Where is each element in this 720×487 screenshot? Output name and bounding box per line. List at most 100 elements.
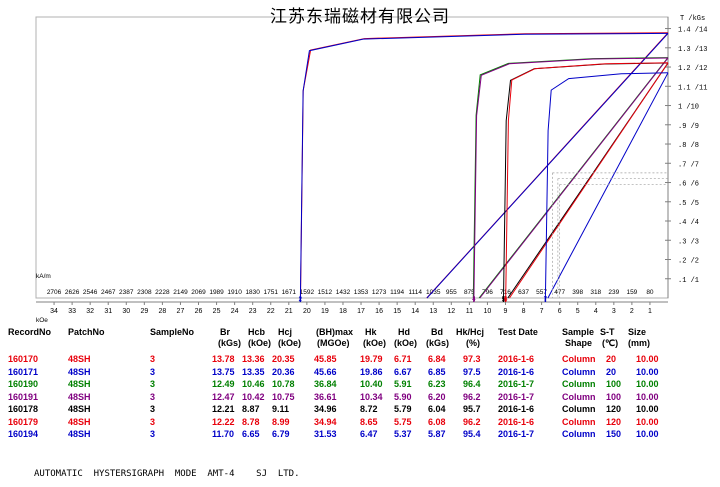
cell-bd: 6.23 (428, 379, 446, 389)
cell-bd: 6.04 (428, 404, 446, 414)
cell-br: 11.70 (212, 429, 235, 439)
cell-hcb: 6.65 (242, 429, 260, 439)
table-row: 160190 48SH 3 12.49 10.46 10.78 36.84 10.40 5.91… (8, 379, 718, 391)
cell-sample: 3 (150, 366, 156, 377)
cell-date: 2016-1-6 (498, 354, 535, 364)
cell-date: 2016-1-7 (498, 391, 535, 402)
x-tick-label-koe: 16 (375, 308, 383, 315)
cell-record: 160194 (8, 429, 39, 439)
cell-size: 10.00 (636, 429, 659, 439)
y-tick-label: .4 /4 (678, 219, 699, 227)
cell-bd: 6.85 (428, 366, 446, 377)
x-tick-label-kam: 1353 (354, 289, 369, 296)
x-tick-label-koe: 33 (68, 308, 76, 315)
table-row: 160194 48SH 3 11.70 6.65 6.79 31.53 6.47 5.37 5.8… (8, 429, 718, 441)
x-tick-label-koe: 27 (177, 308, 185, 315)
cell-shape: Column (562, 354, 596, 364)
x-tick-label-koe: 1 (648, 308, 652, 315)
cell-bd: 6.20 (428, 391, 446, 402)
plot-frame (35, 16, 669, 299)
cell-st: 100 (606, 391, 622, 402)
demagnetization-chart: .1 /1 .2 /2 .3 /3 .4 /4 .5 /5 .6 /6 .7 /7 .8 /8… (35, 15, 707, 324)
y-tick-label: 1.1 /11 (678, 84, 707, 92)
series-b-line (479, 57, 669, 299)
x-tick-label-kam: 1989 (209, 289, 224, 296)
series-curve (472, 57, 669, 299)
cell-hk: 19.79 (360, 354, 383, 364)
cell-hcj: 9.11 (272, 404, 290, 414)
cell-st: 120 (606, 416, 622, 427)
cell-size: 10.00 (636, 366, 659, 377)
x-axis-label-kam: kA/m (36, 273, 51, 280)
x-tick-label-kam: 2228 (155, 289, 170, 296)
cell-hk: 10.34 (360, 391, 383, 402)
cell-hkhcj: 95.7 (463, 404, 481, 414)
table-row: 160178 48SH 3 12.21 8.87 9.11 34.96 8.72 5.79 6.0… (8, 404, 718, 416)
unit-hd: (kOe) (394, 338, 418, 348)
cell-shape: Column (562, 429, 596, 439)
x-tick-label-koe: 25 (213, 308, 221, 315)
x-tick-label-kam: 1671 (282, 289, 297, 296)
table-row: 160191 48SH 3 12.47 10.42 10.75 36.61 10.34 5.90… (8, 392, 718, 404)
x-tick-label-kam: 955 (446, 289, 457, 296)
cell-sample: 3 (150, 379, 156, 389)
cell-st: 20 (606, 366, 617, 377)
x-tick-label-koe: 32 (86, 308, 94, 315)
x-tick-label-kam: 398 (572, 289, 583, 296)
cell-size: 10.00 (636, 354, 659, 364)
unit-hcb: (kOe) (248, 338, 272, 348)
x-tick-label-koe: 11 (466, 308, 473, 315)
x-tick-label-kam: 239 (608, 289, 619, 296)
cell-hk: 6.47 (360, 429, 378, 439)
cell-date: 2016-1-6 (498, 404, 535, 414)
cell-patch: 48SH (68, 429, 91, 439)
cell-size: 10.00 (636, 416, 659, 427)
x-tick-label-kam: 2069 (191, 289, 206, 296)
x-tick-label-koe: 17 (357, 308, 365, 315)
cell-hk: 19.86 (360, 366, 383, 377)
cell-bh: 34.94 (314, 416, 337, 427)
header-bd: Bd (431, 327, 443, 337)
footer-text: AUTOMATIC HYSTERSIGRAPH MODE AMT-4 SJ LT… (34, 469, 300, 479)
cell-hd: 5.79 (394, 404, 412, 414)
unit-size: (mm) (628, 338, 650, 348)
cell-bh: 31.53 (314, 429, 337, 439)
series-curve (473, 57, 669, 299)
x-tick-label-kam: 1512 (318, 289, 333, 296)
header-hk: Hk (365, 327, 377, 337)
cell-shape: Column (562, 416, 596, 427)
header-st: S-T (600, 327, 615, 337)
header-hd: Hd (398, 327, 410, 337)
x-tick-label-kam: 796 (482, 289, 493, 296)
x-tick-label-kam: 875 (464, 289, 475, 296)
guide-line (552, 172, 668, 298)
y-tick-label: .9 /9 (678, 123, 699, 131)
hcj-marker-label: 6 (504, 296, 508, 303)
header-date: Test Date (498, 327, 538, 337)
cell-sample: 3 (150, 404, 156, 414)
cell-hkhcj: 97.5 (463, 366, 481, 377)
x-tick-label-koe: 4 (594, 308, 598, 315)
cell-date: 2016-1-7 (498, 379, 535, 389)
chart-title: 江苏东瑞磁材有限公司 (270, 7, 450, 27)
cell-hd: 5.75 (394, 416, 412, 427)
unit-hk: (kOe) (363, 338, 387, 348)
cell-hcb: 13.35 (242, 366, 265, 377)
cell-st: 20 (606, 354, 617, 364)
y-tick-label: .8 /8 (678, 142, 699, 150)
cell-hcj: 6.79 (272, 429, 290, 439)
cell-br: 13.75 (212, 366, 235, 377)
y-tick-label: 1.3 /13 (678, 46, 707, 54)
cell-hk: 8.72 (360, 404, 378, 414)
header-shape-2: Shape (565, 338, 593, 348)
x-tick-label-kam: 318 (590, 289, 601, 296)
unit-br: (kGs) (218, 338, 242, 348)
x-tick-label-koe: 31 (104, 308, 112, 315)
cell-hkhcj: 97.3 (463, 354, 481, 364)
cell-hd: 5.91 (394, 379, 412, 389)
header-hcj: Hcj (278, 327, 293, 337)
x-tick-label-kam: 80 (646, 289, 654, 296)
x-tick-label-koe: 24 (231, 308, 239, 315)
cell-hk: 8.65 (360, 416, 378, 427)
x-tick-label-kam: 557 (536, 289, 547, 296)
